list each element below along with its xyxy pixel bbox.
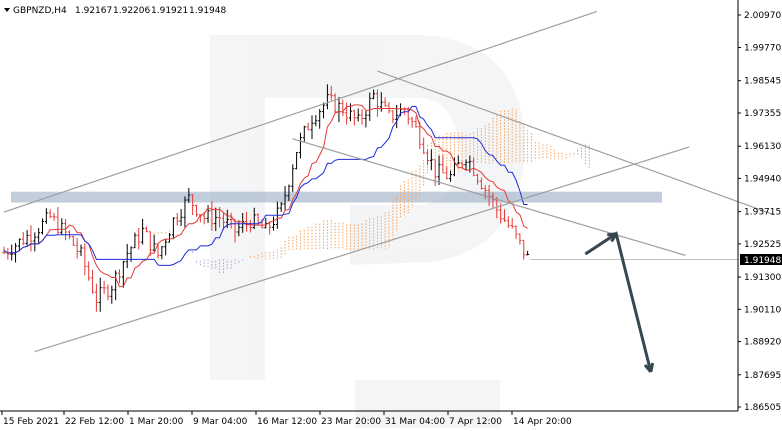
price-tick-label: 1.86505 — [744, 403, 781, 413]
price-tick-label: 1.93715 — [744, 208, 781, 218]
close-value: 1.91948 — [189, 6, 226, 16]
time-tick-label: 16 Mar 12:00 — [257, 417, 317, 427]
tenkan-sen-line — [3, 104, 528, 288]
trend-lines[interactable] — [3, 10, 775, 353]
kijun-sen-line — [3, 106, 528, 266]
ascending-channel-lower-line[interactable] — [34, 146, 690, 353]
high-value: 1.92206 — [113, 6, 150, 16]
descending-channel-upper-line[interactable] — [377, 70, 775, 216]
forecast-path — [584, 231, 653, 373]
price-tick-label: 1.88920 — [744, 338, 781, 348]
time-axis[interactable]: 15 Feb 2021 22 Feb 12:00 1 Mar 20:00 9 Mar … — [0, 410, 738, 427]
chart-header: GBPNZD,H4 1.92167 1.92206 1.91921 1.9194… — [4, 6, 226, 16]
price-tick-label: 2.00970 — [744, 11, 781, 21]
symbol-label: GBPNZD,H4 — [13, 6, 67, 16]
time-tick-label: 14 Apr 20:00 — [513, 417, 572, 427]
time-tick-label: 1 Mar 20:00 — [129, 417, 184, 427]
forecast-arrow — [584, 231, 655, 373]
price-tick-label: 1.99770 — [744, 44, 781, 54]
ichimoku-lines — [3, 104, 738, 288]
time-tick-label: 9 Mar 04:00 — [193, 417, 248, 427]
descending-channel-lower-line[interactable] — [292, 138, 686, 256]
forecast-up-arrowhead-icon — [607, 232, 618, 243]
forecast-down-arrowhead-icon — [643, 362, 655, 373]
time-tick-label: 7 Apr 12:00 — [449, 417, 502, 427]
watermark-logo — [210, 35, 525, 428]
price-tick-label: 1.94940 — [744, 174, 781, 184]
price-tick-label: 1.98545 — [744, 77, 781, 87]
current-price-label: 1.91948 — [740, 253, 782, 266]
price-tick-label: 1.92525 — [744, 240, 781, 250]
price-tick-label: 1.96130 — [744, 142, 781, 152]
price-tick-label: 1.87695 — [744, 371, 781, 381]
resistance-zone — [11, 191, 662, 203]
time-tick-label: 15 Feb 2021 — [3, 417, 59, 427]
time-tick-label: 22 Feb 12:00 — [65, 417, 124, 427]
time-tick-label: 23 Mar 20:00 — [321, 417, 381, 427]
ichimoku-cloud — [149, 108, 590, 274]
price-tick-label: 1.91300 — [744, 273, 781, 283]
ascending-channel-upper-line[interactable] — [3, 10, 598, 213]
open-value: 1.92167 — [75, 6, 112, 16]
resistance-band — [11, 191, 662, 203]
time-tick-label: 31 Mar 04:00 — [385, 417, 445, 427]
low-value: 1.91921 — [151, 6, 188, 16]
dropdown-triangle-icon[interactable] — [4, 8, 10, 12]
price-tick-label: 1.97355 — [744, 109, 781, 119]
price-axis[interactable]: 2.00970 1.99770 1.98545 1.97355 1.96130 1.949… — [737, 0, 781, 413]
current-price-value: 1.91948 — [744, 256, 781, 266]
price-tick-label: 1.90110 — [744, 305, 781, 315]
candles — [2, 84, 530, 312]
